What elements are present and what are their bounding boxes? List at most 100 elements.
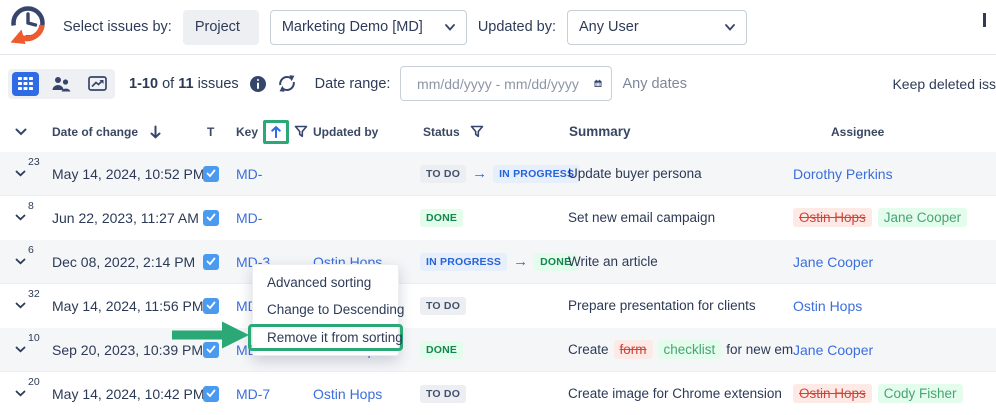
menu-item-advanced-sorting[interactable]: Advanced sorting [267,275,372,290]
summary-text: Create image for Chrome extension [568,386,782,401]
menu-item-remove-from-sorting[interactable]: Remove it from sorting [248,324,403,351]
summary-text: Write an article [568,254,658,269]
issue-type-checkbox[interactable] [203,297,219,314]
column-header-status[interactable]: Status [420,125,558,139]
expand-row-toggle[interactable]: 32 [0,284,52,327]
assignee-link[interactable]: Ostin Hops [793,297,863,314]
menu-item-change-to-descending[interactable]: Change to Descending [267,302,405,317]
issue-type-checkbox[interactable] [203,209,219,226]
date-of-change: Jun 22, 2023, 11:27 AM [52,209,199,226]
assignee-link[interactable]: Jane Cooper [793,341,874,358]
project-dropdown-value: Marketing Demo [MD] [281,19,423,35]
summary-text: Set new email campaign [568,210,716,225]
user-dropdown-value: Any User [579,19,639,35]
filter-icon[interactable] [294,125,308,138]
summary-text: Create [568,342,609,357]
summary-added-chip: checklist [657,340,722,359]
column-header-key[interactable]: Key [236,119,308,144]
count-range: 1-10 [129,75,159,92]
column-header-date[interactable]: Date of change [52,125,200,139]
status-transition-arrow-icon: → [513,253,529,270]
refresh-button[interactable] [277,74,297,93]
status-change: DONE [420,208,558,227]
issue-type-checkbox[interactable] [203,341,219,358]
refresh-icon [278,75,295,92]
grid-icon [18,77,33,90]
user-dropdown[interactable]: Any User [567,9,748,45]
summary-column-label: Summary [569,124,631,139]
summary-cell: Set new email campaign [558,210,793,225]
assignee-link[interactable]: Jane Cooper [793,253,874,270]
status-change: DONE [420,340,558,359]
expand-row-toggle[interactable]: 23 [0,152,52,195]
users-view-button[interactable] [48,72,75,96]
chevron-down-icon [15,346,26,353]
issue-type-checkbox[interactable] [203,253,219,270]
status-change: TO DO [420,384,558,403]
date-range-field[interactable] [400,66,613,101]
column-header-assignee[interactable]: Assignee [793,125,996,139]
updated-by-link[interactable]: Ostin Hops [313,385,383,402]
updated-by-column-label: Updated by [313,124,379,139]
status-badge: IN PROGRESS [420,252,508,271]
sort-descending-icon[interactable] [149,125,162,139]
status-column-label: Status [423,124,460,139]
status-change: TO DO → IN PROGRESS [420,164,581,183]
expand-all-control[interactable] [0,112,52,151]
sort-ascending-icon[interactable] [270,125,282,139]
expand-row-toggle[interactable]: 20 [0,372,52,415]
select-by-mode-dropdown[interactable]: Project [182,9,259,45]
summary-cell: Prepare presentation for clients [558,298,793,313]
date-range-label: Date range: [314,75,391,92]
issue-type-checkbox[interactable] [203,165,219,182]
count-of: of [162,75,175,92]
status-badge: TO DO [420,296,467,315]
table-row: 8 Jun 22, 2023, 11:27 AM MD- DONE Set ne… [0,195,996,239]
updated-by-label: Updated by: [477,19,557,35]
project-dropdown[interactable]: Marketing Demo [MD] [269,9,467,45]
count-total: 11 [178,75,194,92]
issue-type-checkbox[interactable] [203,385,219,402]
chart-view-button[interactable] [84,72,111,96]
expand-row-toggle[interactable]: 6 [0,240,52,283]
assignee-cell: Ostin Hops Cody Fisher [793,384,996,403]
issue-key-link[interactable]: MD-7 [236,385,271,402]
assignee-removed-chip: Ostin Hops [793,384,872,403]
filter-icon[interactable] [470,125,484,138]
check-icon [206,213,216,222]
summary-text: for new employees [726,342,793,357]
check-icon [206,345,216,354]
expand-row-toggle[interactable]: 10 [0,328,52,371]
app-logo-clock-icon [10,6,45,44]
issue-count: 1-10 of 11 issues [129,76,239,92]
summary-cell: Update buyer persona [558,166,793,181]
issue-key-link[interactable]: MD- [236,209,263,226]
assignee-link[interactable]: Dorothy Perkins [793,165,893,182]
changes-count: 20 [28,376,40,388]
date-of-change: Dec 08, 2022, 2:14 PM [52,253,196,270]
check-icon [206,389,216,398]
assignee-added-chip: Cody Fisher [877,384,963,403]
chevron-down-icon [15,214,26,221]
changes-count: 6 [28,244,34,256]
type-column-label: T [207,124,215,139]
date-range-input[interactable] [407,75,589,92]
expand-row-toggle[interactable]: 8 [0,196,52,239]
date-of-change: May 14, 2024, 10:52 PM [52,165,205,182]
issue-key-link[interactable]: MD- [236,165,263,182]
keep-deleted-issues-label[interactable]: Keep deleted iss [892,75,996,92]
chevron-down-icon [15,128,27,135]
table-view-button[interactable] [12,71,39,96]
column-header-updated-by[interactable]: Updated by [308,125,420,139]
date-of-change: May 14, 2024, 10:42 PM [52,385,205,402]
table-header-row: Date of change T Key Updated by Status [0,112,996,151]
status-change: IN PROGRESS → DONE [420,252,578,271]
info-button[interactable] [249,75,267,93]
summary-cell: Create image for Chrome extension [558,386,793,401]
calendar-icon[interactable] [594,75,602,92]
column-header-summary[interactable]: Summary [558,124,793,139]
status-transition-arrow-icon: → [472,165,488,182]
check-icon [206,169,216,178]
date-of-change: Sep 20, 2023, 10:39 PM [52,341,203,358]
column-header-type[interactable]: T [200,125,236,139]
